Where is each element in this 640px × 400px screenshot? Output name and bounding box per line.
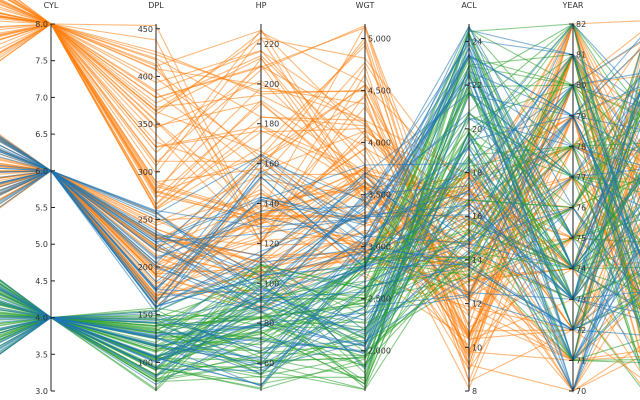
tick-label: 5,000: [368, 35, 391, 44]
tick-label: 2,000: [368, 347, 391, 356]
tick-label: 3,500: [368, 191, 391, 200]
tick-label: 7.0: [35, 93, 48, 102]
tick-label: 250: [138, 215, 153, 224]
tick-label: 8.0: [35, 20, 48, 29]
axis-title: DPL: [148, 1, 164, 10]
tick-label: 79: [576, 112, 586, 121]
tick-label: 5.5: [35, 204, 48, 213]
axis-title: HP: [256, 1, 267, 10]
tick-label: 5.0: [35, 240, 48, 249]
series-3-polyline: [0, 72, 640, 283]
axis-hp: HP 60 80 100 120 140 160 180 200 220: [256, 1, 279, 391]
tick-label: 3,000: [368, 243, 391, 252]
tick-label: 70: [576, 387, 586, 396]
tick-label: 78: [576, 142, 586, 151]
series-3-lines: [0, 22, 640, 393]
tick-label: 22: [472, 81, 482, 90]
axis-dpl: DPL 100 150 200 250 300 350 400 450: [138, 1, 164, 391]
tick-label: 3.5: [35, 350, 48, 359]
tick-label: 400: [138, 72, 153, 81]
tick-label: 71: [576, 356, 586, 365]
series-3-polyline: [0, 168, 640, 362]
tick-label: 100: [138, 358, 153, 367]
tick-label: 80: [264, 319, 274, 328]
tick-label: 150: [138, 311, 153, 320]
tick-label: 200: [138, 263, 153, 272]
series-3-polyline: [0, 153, 640, 331]
tick-label: 82: [576, 20, 586, 29]
tick-label: 180: [264, 120, 279, 129]
tick-label: 100: [264, 279, 279, 288]
tick-label: 76: [576, 204, 586, 213]
tick-label: 77: [576, 173, 586, 182]
axis-title: CYL: [44, 1, 59, 10]
axis-year: YEAR 70 71 72 73 74 75 76 77 78 79 80 81 82: [562, 1, 587, 396]
tick-label: 81: [576, 51, 586, 60]
tick-label: 16: [472, 212, 482, 221]
tick-label: 20: [472, 125, 482, 134]
tick-label: 140: [264, 200, 279, 209]
tick-label: 450: [138, 25, 153, 34]
axis-wgt: WGT 2,000 2,500 3,000 3,500 4,000 4,500 5,000: [356, 1, 391, 391]
series-3-polyline: [0, 53, 640, 338]
tick-label: 18: [472, 169, 482, 178]
tick-label: 10: [472, 343, 482, 352]
axis-acl: ACL 8 10 12 14 16 18 20 22 24: [461, 1, 482, 396]
tick-label: 74: [576, 265, 586, 274]
tick-label: 60: [264, 359, 274, 368]
series-1-polyline: [14, 0, 640, 362]
axis-title: ACL: [461, 1, 477, 10]
series-3-polyline: [0, 51, 640, 386]
tick-label: 350: [138, 120, 153, 129]
series-3-polyline: [0, 71, 640, 377]
tick-label: 73: [576, 295, 586, 304]
tick-label: 4.0: [35, 314, 48, 323]
tick-label: 160: [264, 160, 279, 169]
tick-label: 200: [264, 80, 279, 89]
tick-label: 120: [264, 239, 279, 248]
series-1-polyline: [0, 23, 640, 355]
tick-label: 80: [576, 81, 586, 90]
tick-label: 14: [472, 256, 482, 265]
axis-cyl: CYL 3.0 3.5 4.0 4.5 5.0 5.5 6.0 6.5 7.0 7.5 8.0: [35, 1, 59, 396]
series-3-polyline: [0, 148, 640, 301]
tick-label: 7.5: [35, 57, 48, 66]
axis-title: YEAR: [562, 1, 584, 10]
tick-label: 24: [472, 37, 482, 46]
tick-label: 300: [138, 168, 153, 177]
tick-label: 4,500: [368, 87, 391, 96]
tick-label: 8: [472, 387, 477, 396]
tick-label: 6.5: [35, 130, 48, 139]
tick-label: 12: [472, 300, 482, 309]
series-3-polyline: [0, 84, 640, 352]
series-3-polyline: [0, 81, 640, 393]
axis-title: WGT: [356, 1, 375, 10]
tick-label: 4,000: [368, 139, 391, 148]
tick-label: 2,500: [368, 295, 391, 304]
series-3-polyline: [0, 45, 640, 364]
tick-label: 220: [264, 40, 279, 49]
series-1-polyline: [0, 16, 640, 270]
series-3-polyline: [0, 54, 640, 386]
tick-label: 6.0: [35, 167, 48, 176]
tick-label: 75: [576, 234, 586, 243]
series-3-polyline: [0, 114, 640, 311]
series-1-polyline: [0, 22, 640, 246]
series-1-polyline: [0, 22, 640, 198]
tick-label: 72: [576, 326, 586, 335]
series-3-polyline: [0, 154, 640, 320]
tick-label: 3.0: [35, 387, 48, 396]
tick-label: 4.5: [35, 277, 48, 286]
axes-layer: CYL 3.0 3.5 4.0 4.5 5.0 5.5 6.0 6.5 7.0 7.5 8.0 DPL 1…: [35, 1, 586, 396]
